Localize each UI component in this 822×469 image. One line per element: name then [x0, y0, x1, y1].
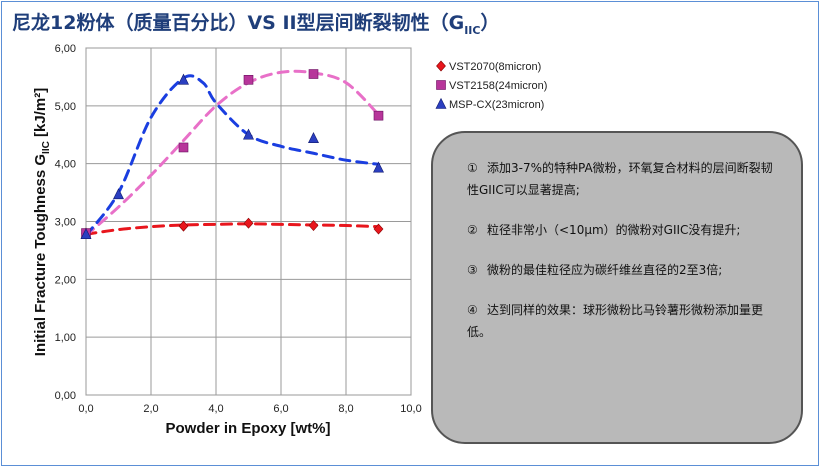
data-point-series-1 [308, 220, 319, 231]
page-title: 尼龙12粉体（质量百分比）VS II型层间断裂韧性（GIIC） [12, 8, 499, 37]
x-tick-label: 8,0 [338, 403, 353, 415]
y-tick-label: 4,00 [55, 159, 76, 171]
x-tick-labels: 0,0 2,0 4,0 6,0 8,0 10,0 [78, 403, 421, 415]
x-axis-title: Powder in Epoxy [wt%] [165, 420, 330, 437]
data-point-series-2 [178, 142, 189, 153]
legend-marker-2 [436, 80, 446, 90]
y-axis-title-sub: IIC [41, 141, 52, 154]
data-point-series-3 [80, 228, 92, 240]
y-axis-title: Initial Fracture Toughness GIIC [kJ/m²] [32, 88, 52, 356]
trend-line-3 [84, 74, 380, 237]
y-tick-label: 1,00 [55, 332, 76, 344]
legend-label-1: VST2070(8micron) [449, 61, 541, 73]
note-text: 添加3-7%的特种PA微粉，环氧复合材料的层间断裂韧性GIIC可以显著提高; [467, 161, 773, 197]
title-subscript: IIC [464, 23, 481, 37]
y-tick-label: 5,00 [55, 101, 76, 113]
legend-marker-1 [436, 60, 446, 72]
y-axis-title-main: Initial Fracture Toughness G [32, 154, 49, 356]
data-point-series-2 [243, 75, 254, 85]
x-tick-label: 0,0 [78, 403, 93, 415]
legend-marker-3 [435, 97, 447, 109]
legend-label-3: MSP-CX(23micron) [449, 99, 544, 111]
data-point-series-2 [308, 69, 319, 79]
data-point-series-1 [243, 217, 254, 229]
conclusion-notes-box: ① 添加3-7%的特种PA微粉，环氧复合材料的层间断裂韧性GIIC可以显著提高; ②… [431, 131, 803, 444]
y-tick-label: 0,00 [55, 390, 76, 402]
note-text: 微粉的最佳粒径应为碳纤维丝直径的2至3倍; [487, 263, 723, 277]
trend-line-1 [84, 222, 380, 236]
note-number: ① [467, 161, 478, 175]
y-tick-label: 6,00 [55, 43, 76, 55]
trend-lines [84, 69, 380, 237]
note-number: ③ [467, 263, 478, 277]
x-tick-label: 10,0 [400, 403, 421, 415]
note-item: ① 添加3-7%的特种PA微粉，环氧复合材料的层间断裂韧性GIIC可以显著提高; [467, 157, 775, 201]
legend-label-2: VST2158(24micron) [449, 80, 547, 92]
note-text: 粒径非常小（<10μm）的微粉对GIIC没有提升; [487, 223, 741, 237]
data-point-series-3 [308, 132, 319, 144]
y-tick-labels: 0,00 1,00 2,00 3,00 4,00 5,00 6,00 [55, 43, 76, 402]
y-tick-label: 2,00 [55, 274, 76, 286]
data-point-series-1 [178, 220, 189, 232]
data-point-series-1 [373, 223, 384, 235]
x-tick-label: 6,0 [273, 403, 288, 415]
y-axis-title-unit: [kJ/m²] [32, 88, 49, 141]
note-number: ② [467, 223, 478, 237]
data-point-series-3 [113, 188, 124, 200]
x-tick-label: 2,0 [143, 403, 158, 415]
trend-line-2 [84, 69, 380, 237]
legend: VST2070(8micron) VST2158(24micron) MSP-CX(… [435, 60, 547, 111]
note-text: 达到同样的效果：球形微粉比马铃薯形微粉添加量更低。 [467, 303, 764, 339]
data-point-series-3 [178, 73, 189, 85]
data-point-series-3 [243, 128, 254, 140]
note-item: ③ 微粉的最佳粒径应为碳纤维丝直径的2至3倍; [467, 259, 775, 281]
title-main: 尼龙12粉体（质量百分比）VS II型层间断裂韧性（G [12, 12, 465, 34]
note-item: ④ 达到同样的效果：球形微粉比马铃薯形微粉添加量更低。 [467, 299, 775, 343]
y-tick-label: 3,00 [55, 217, 76, 229]
note-item: ② 粒径非常小（<10μm）的微粉对GIIC没有提升; [467, 219, 775, 241]
note-number: ④ [467, 303, 478, 317]
data-points [80, 69, 384, 240]
data-point-series-2 [373, 110, 384, 121]
x-tick-label: 4,0 [208, 403, 223, 415]
data-point-series-3 [373, 161, 384, 173]
title-close: ） [480, 12, 500, 34]
